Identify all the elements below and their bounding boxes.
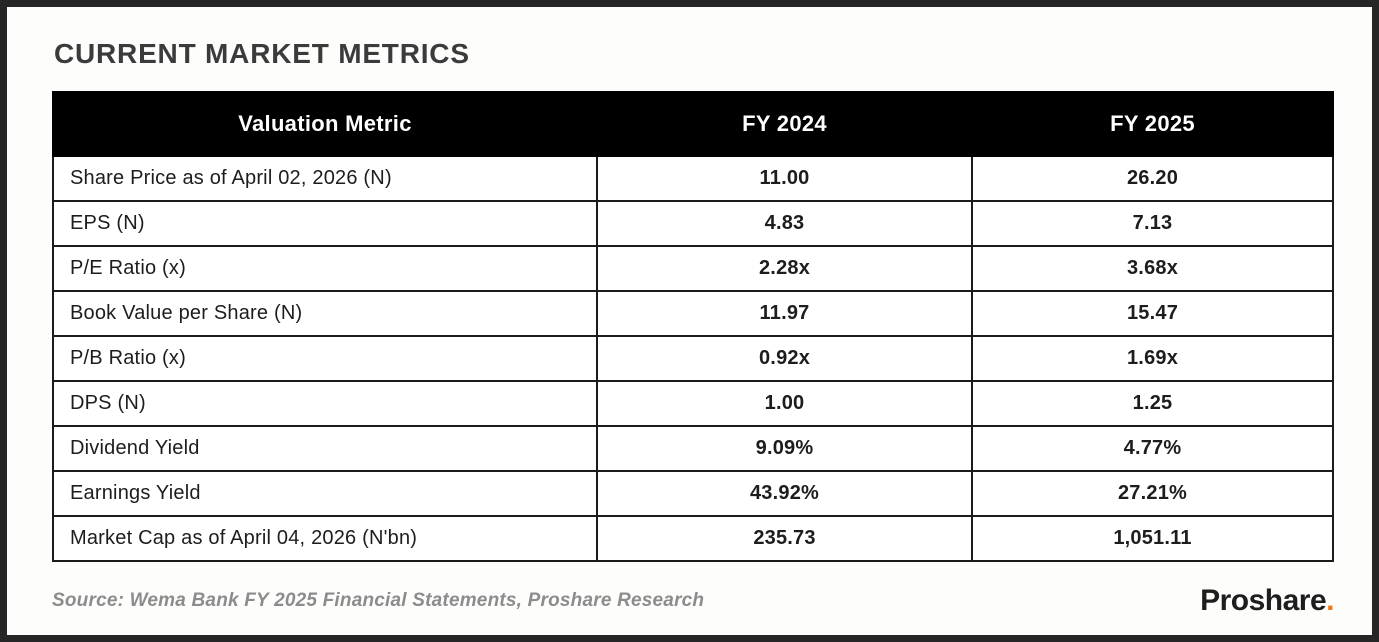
metrics-table: Valuation Metric FY 2024 FY 2025 Share P… [52,91,1334,562]
metric-cell: DPS (N) [52,380,598,427]
column-header-fy2024: FY 2024 [595,91,974,157]
fy2025-value-cell: 26.20 [971,155,1334,202]
table-row: Earnings Yield 43.92% 27.21% [52,470,1334,517]
fy2024-value-cell: 11.00 [595,155,974,202]
table-row: Market Cap as of April 04, 2026 (N'bn) 2… [52,515,1334,562]
fy2025-value-cell: 7.13 [971,200,1334,247]
fy2024-value-cell: 235.73 [595,515,974,562]
fy2025-value-cell: 3.68x [971,245,1334,292]
fy2025-value-cell: 27.21% [971,470,1334,517]
metric-cell: Book Value per Share (N) [52,290,598,337]
fy2024-value-cell: 0.92x [595,335,974,382]
table-row: Book Value per Share (N) 11.97 15.47 [52,290,1334,337]
table-row: DPS (N) 1.00 1.25 [52,380,1334,427]
fy2025-value-cell: 4.77% [971,425,1334,472]
table-row: P/B Ratio (x) 0.92x 1.69x [52,335,1334,382]
metric-cell: EPS (N) [52,200,598,247]
fy2024-value-cell: 2.28x [595,245,974,292]
proshare-logo-dot: . [1326,584,1334,617]
fy2025-value-cell: 1,051.11 [971,515,1334,562]
fy2024-value-cell: 1.00 [595,380,974,427]
page-title: CURRENT MARKET METRICS [54,38,470,69]
column-header-valuation-metric: Valuation Metric [52,91,598,157]
header-row: Valuation Metric FY 2024 FY 2025 [52,91,1334,157]
metric-cell: P/B Ratio (x) [52,335,598,382]
metric-cell: Earnings Yield [52,470,598,517]
fy2024-value-cell: 9.09% [595,425,974,472]
fy2025-value-cell: 1.25 [971,380,1334,427]
metric-cell: Dividend Yield [52,425,598,472]
metric-cell: Share Price as of April 02, 2026 (N) [52,155,598,202]
table-row: P/E Ratio (x) 2.28x 3.68x [52,245,1334,292]
fy2025-value-cell: 1.69x [971,335,1334,382]
column-header-fy2025: FY 2025 [971,91,1334,157]
proshare-logo-text: Proshare [1200,584,1327,617]
fy2025-value-cell: 15.47 [971,290,1334,337]
metric-cell: Market Cap as of April 04, 2026 (N'bn) [52,515,598,562]
source-note: Source: Wema Bank FY 2025 Financial Stat… [52,590,705,611]
footer: Source: Wema Bank FY 2025 Financial Stat… [52,584,1334,618]
metric-cell: P/E Ratio (x) [52,245,598,292]
fy2024-value-cell: 43.92% [595,470,974,517]
fy2024-value-cell: 4.83 [595,200,974,247]
table-header: Valuation Metric FY 2024 FY 2025 [52,91,1334,157]
table-row: Dividend Yield 9.09% 4.77% [52,425,1334,472]
table-row: Share Price as of April 02, 2026 (N) 11.… [52,155,1334,202]
fy2024-value-cell: 11.97 [595,290,974,337]
table-row: EPS (N) 4.83 7.13 [52,200,1334,247]
proshare-logo: Proshare. [1200,584,1334,618]
content-area: CURRENT MARKET METRICS Valuation Metric … [7,7,1372,562]
table-body: Share Price as of April 02, 2026 (N) 11.… [52,155,1334,562]
